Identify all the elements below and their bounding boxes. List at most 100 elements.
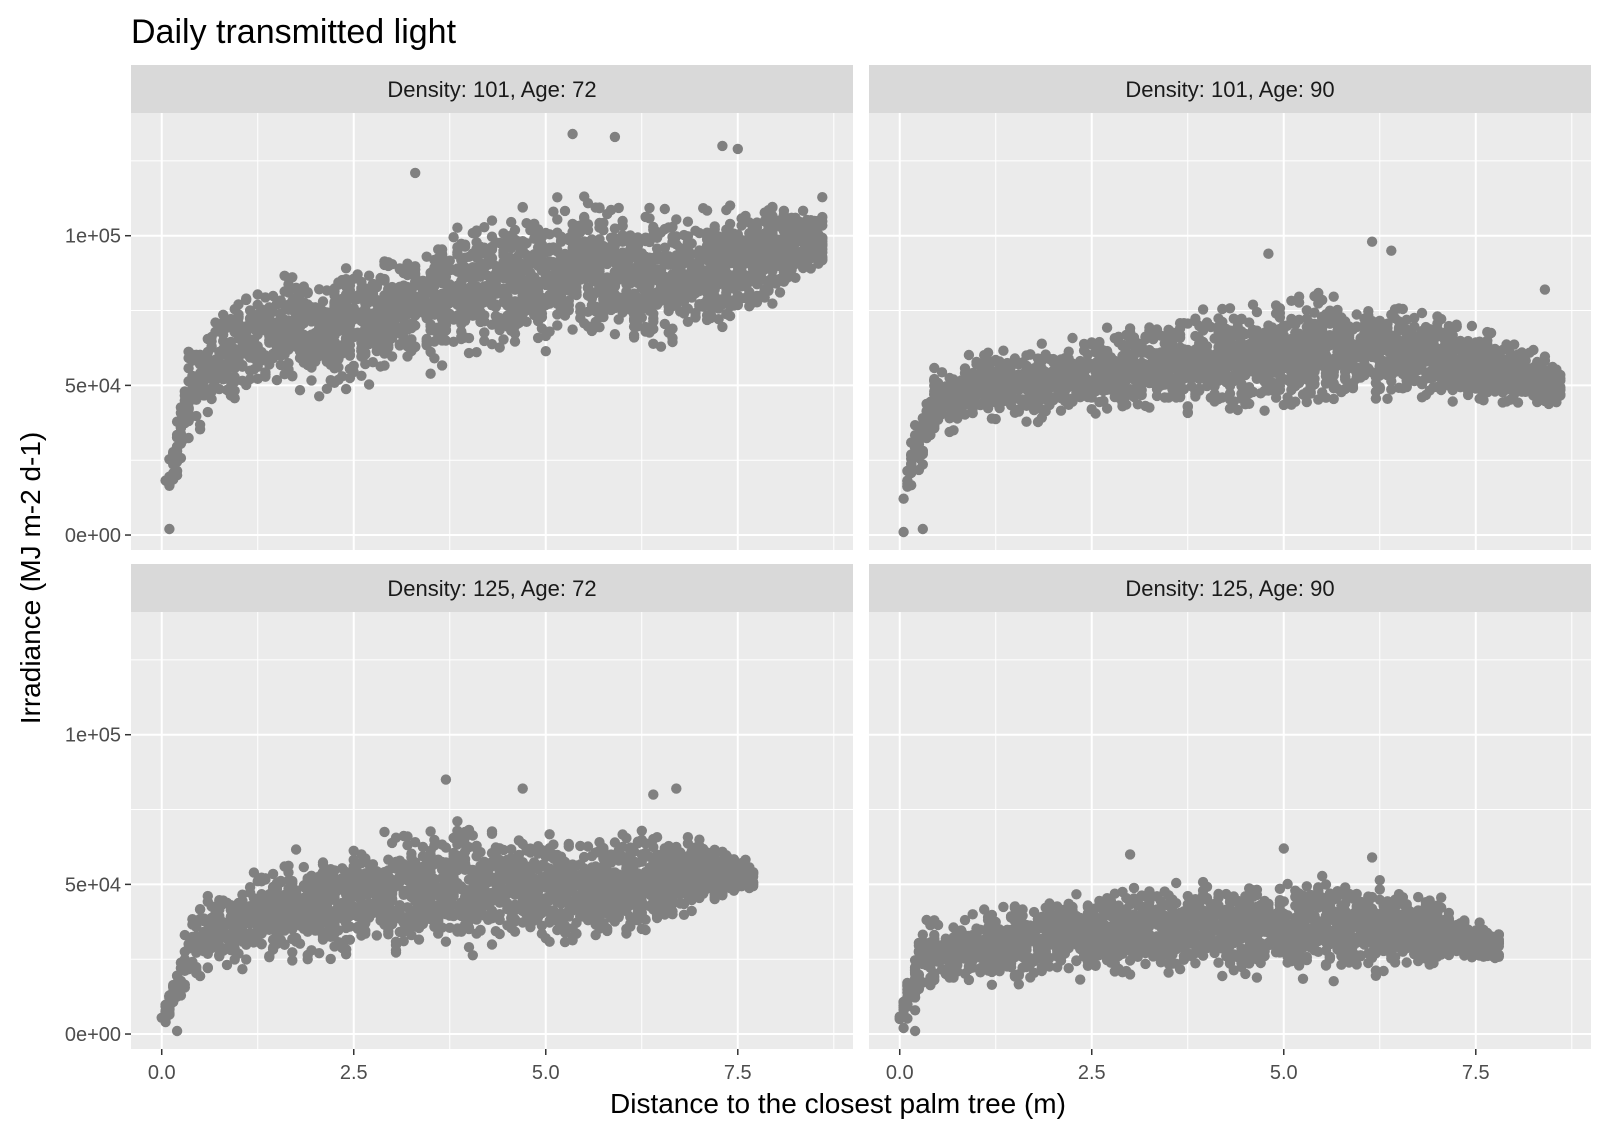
scatter-point [1082,357,1094,368]
scatter-point [1290,380,1301,392]
scatter-point [532,281,544,293]
scatter-point [340,263,352,274]
scatter-point [932,377,944,389]
scatter-point [1224,349,1236,361]
scatter-point [225,351,237,362]
scatter-point [429,336,440,347]
facet-strip-label: Density: 101, Age: 90 [1125,77,1334,102]
scatter-point [1340,372,1351,383]
scatter-point [352,293,363,305]
scatter-point [1213,326,1224,337]
scatter-point [1359,358,1370,370]
scatter-point [1459,346,1470,358]
scatter-point [479,285,490,296]
scatter-point [1144,322,1155,333]
scatter-point [555,255,567,266]
scatter-point [248,320,260,331]
scatter-point [774,287,786,298]
scatter-point [613,260,624,271]
scatter-point [1067,332,1078,344]
scatter-point [998,345,1009,356]
scatter-point [509,234,521,245]
scatter-point [1282,392,1293,403]
scatter-point [513,317,525,329]
scatter-point [348,273,359,284]
scatter-point [1420,321,1432,333]
scatter-point [529,225,540,237]
scatter-point [187,386,198,397]
scatter-point [1140,334,1151,345]
scatter-point [1347,380,1359,392]
scatter-point [759,215,770,227]
scatter-point [567,268,578,279]
scatter-point [1213,341,1224,353]
scatter-point [736,270,747,281]
scatter-point [1036,338,1048,349]
scatter-point [640,211,651,223]
scatter-point [252,329,263,340]
scatter-point [1405,365,1416,376]
scatter-point [1343,335,1355,347]
scatter-point [1263,248,1274,259]
scatter-point [1293,356,1305,368]
scatter-point [379,259,390,271]
scatter-point [429,353,440,364]
scatter-point [314,284,325,295]
scatter-point [379,360,390,371]
scatter-point [797,237,809,248]
scatter-point [367,357,379,368]
scatter-point [1416,392,1428,403]
scatter-point [402,335,413,346]
scatter-point [1501,396,1512,407]
scatter-point [1251,360,1263,371]
scatter-point [982,375,994,386]
scatter-point [479,335,490,347]
scatter-point [1025,370,1036,382]
scatter-point [709,224,720,235]
scatter-point [348,360,359,371]
scatter-point [540,266,551,277]
scatter-point [744,232,755,243]
scatter-point [594,203,605,214]
scatter-point [532,332,544,344]
scatter-point [183,432,194,444]
scatter-point [1466,320,1478,332]
scatter-point [256,304,267,315]
scatter-point [1293,297,1305,308]
scatter-point [1236,378,1247,390]
scatter-point [1436,349,1447,360]
scatter-point [1032,396,1044,407]
scatter-point [1155,347,1167,358]
scatter-point [1055,405,1067,416]
scatter-point [682,216,694,227]
scatter-point [506,216,517,228]
scatter-point [360,303,371,314]
scatter-point [298,341,309,352]
scatter-point [559,282,571,293]
scatter-point [1098,396,1109,407]
scatter-point [402,281,413,293]
scatter-point [509,298,521,310]
scatter-point [694,299,705,310]
scatter-point [294,385,306,396]
scatter-point [452,222,463,233]
scatter-point [206,369,217,381]
scatter-point [1374,335,1386,346]
scatter-point [1447,354,1458,365]
scatter-point [1209,381,1220,392]
scatter-point [1351,309,1362,320]
scatter-point [171,441,183,452]
scatter-point [1113,331,1124,342]
scatter-point [229,385,240,396]
scatter-point [1274,307,1286,319]
scatter-point [183,404,194,415]
scatter-point [1439,369,1451,381]
scatter-point [1163,329,1174,340]
scatter-point [367,294,379,306]
scatter-point [1290,337,1301,348]
scatter-point [767,298,778,309]
scatter-point [233,312,244,323]
scatter-point [698,203,709,214]
scatter-point [628,263,640,275]
scatter-point [621,253,632,264]
